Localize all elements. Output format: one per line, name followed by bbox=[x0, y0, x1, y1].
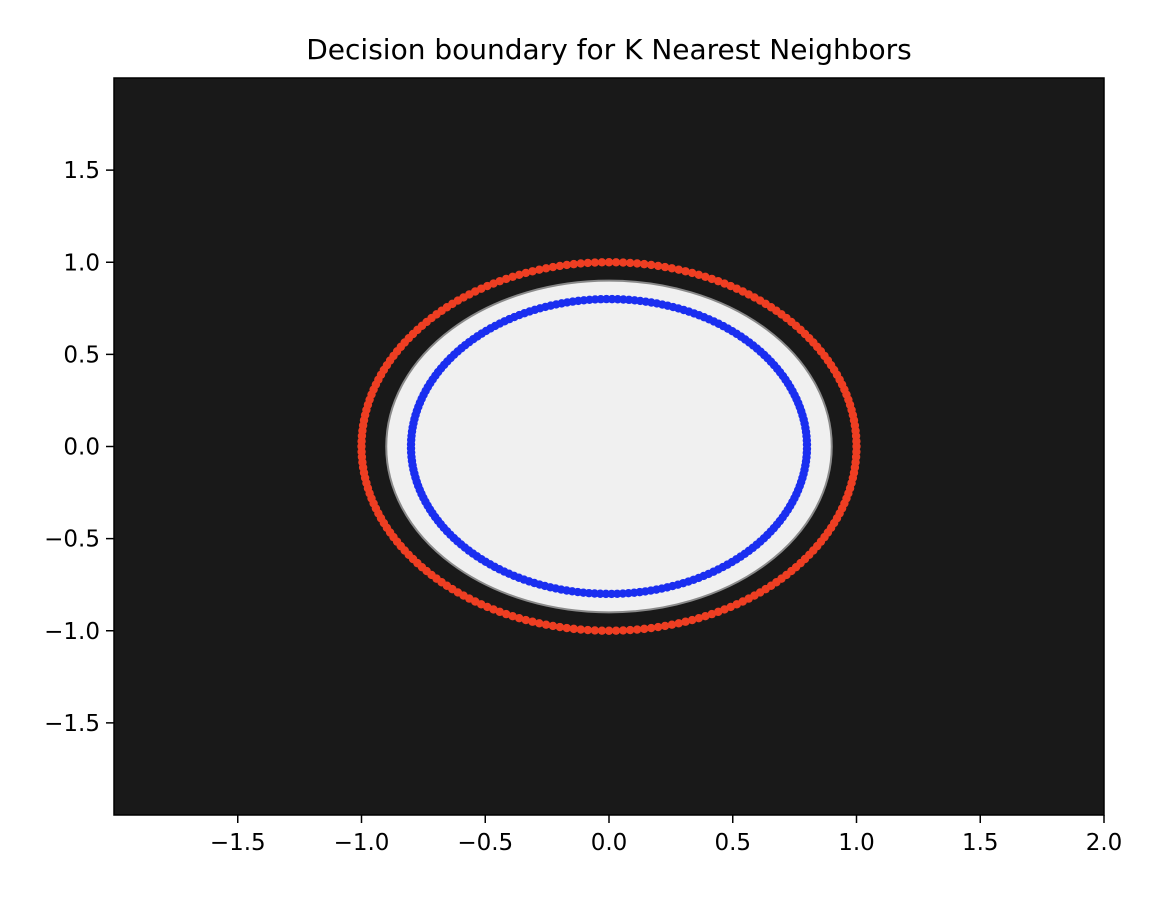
scatter-point bbox=[640, 259, 649, 269]
chart-title: Decision boundary for K Nearest Neighbor… bbox=[306, 33, 911, 66]
x-tick-label: 2.0 bbox=[1086, 830, 1123, 856]
x-tick-label: 0.5 bbox=[714, 830, 751, 856]
scatter-point bbox=[597, 258, 607, 267]
x-tick-label: 0.0 bbox=[591, 830, 628, 856]
x-tick-label: −1.0 bbox=[334, 830, 390, 856]
scatter-point bbox=[660, 262, 670, 272]
x-tick-label: −1.5 bbox=[210, 830, 266, 856]
x-tick-label: 1.0 bbox=[838, 830, 875, 856]
scatter-point bbox=[548, 262, 558, 272]
scatter-point bbox=[515, 613, 524, 623]
scatter-point bbox=[501, 609, 511, 619]
scatter-point bbox=[597, 626, 607, 635]
scatter-point bbox=[611, 626, 621, 635]
scatter-point bbox=[562, 260, 571, 270]
scatter-point bbox=[687, 268, 697, 278]
scatter-point bbox=[576, 259, 585, 268]
scatter-point bbox=[528, 267, 537, 276]
scatter-point bbox=[694, 270, 703, 280]
scatter-point bbox=[714, 276, 723, 286]
scatter-point bbox=[625, 625, 635, 635]
scatter-point bbox=[508, 272, 517, 281]
plot-area bbox=[113, 77, 1105, 816]
scatter-point bbox=[640, 624, 649, 634]
scatter-point bbox=[495, 607, 504, 617]
scatter-point bbox=[590, 258, 600, 267]
y-axis: 1.5 1.0 0.5 0.0 −0.5 −1.0 −1.5 bbox=[44, 158, 114, 737]
scatter-point bbox=[647, 623, 656, 633]
scatter-point bbox=[707, 609, 717, 619]
scatter-point bbox=[576, 625, 585, 634]
y-tick-label: 0.5 bbox=[63, 342, 100, 368]
x-axis: −1.5 −1.0 −0.5 0.0 0.5 1.0 1.5 2.0 bbox=[210, 815, 1122, 856]
y-tick-label: 1.0 bbox=[63, 250, 100, 276]
y-tick-label: 0.0 bbox=[63, 435, 100, 461]
scatter-point bbox=[720, 279, 729, 288]
scatter-point bbox=[667, 620, 677, 629]
scatter-series bbox=[406, 294, 812, 599]
scatter-point bbox=[674, 265, 683, 274]
scatter-point bbox=[528, 617, 537, 626]
scatter-point bbox=[625, 258, 635, 268]
scatter-point bbox=[611, 258, 621, 267]
scatter-point bbox=[633, 259, 642, 268]
scatter-point bbox=[633, 625, 642, 634]
scatter-point bbox=[653, 622, 663, 632]
scatter-point bbox=[590, 626, 600, 635]
scatter-series bbox=[357, 258, 861, 635]
scatter-point bbox=[562, 623, 571, 633]
scatter-point bbox=[501, 274, 511, 284]
scatter-point bbox=[508, 612, 517, 621]
x-tick-label: −0.5 bbox=[457, 830, 513, 856]
scatter-point bbox=[541, 620, 551, 629]
scatter-point bbox=[555, 622, 565, 632]
scatter-point bbox=[541, 264, 551, 273]
scatter-point bbox=[548, 621, 558, 631]
scatter-point bbox=[701, 272, 710, 281]
scatter-point bbox=[618, 258, 628, 267]
scatter-point bbox=[701, 612, 710, 621]
scatter-point bbox=[521, 615, 531, 625]
scatter-point bbox=[852, 447, 861, 456]
scatter-point bbox=[569, 624, 578, 634]
decision-region-inner bbox=[385, 279, 833, 614]
scatter-point bbox=[583, 625, 593, 635]
scatter-point bbox=[618, 626, 628, 635]
scatter-point bbox=[681, 617, 690, 626]
scatter-point bbox=[714, 607, 723, 617]
scatter-point bbox=[647, 260, 656, 270]
scatter-point bbox=[653, 261, 663, 271]
scatter-point bbox=[583, 258, 593, 268]
scatter-point bbox=[569, 259, 578, 269]
scatter-point bbox=[660, 621, 670, 631]
scatter-point bbox=[604, 258, 614, 267]
y-tick-label: −0.5 bbox=[44, 527, 100, 553]
x-tick-label: 1.5 bbox=[962, 830, 999, 856]
scatter-point bbox=[687, 615, 697, 625]
scatter-point bbox=[535, 265, 544, 274]
scatter-point bbox=[707, 274, 717, 284]
scatter-point bbox=[521, 268, 531, 278]
scatter-point bbox=[555, 261, 565, 271]
scatter-point bbox=[489, 605, 498, 614]
scatter-point bbox=[667, 264, 677, 273]
scatter-point bbox=[515, 270, 524, 280]
y-tick-label: −1.5 bbox=[44, 711, 100, 737]
y-tick-label: 1.5 bbox=[63, 158, 100, 184]
scatter-point bbox=[535, 619, 544, 628]
scatter-point bbox=[802, 444, 812, 453]
scatter-point bbox=[674, 619, 683, 628]
scatter-point bbox=[604, 626, 614, 635]
scatter-point bbox=[694, 613, 703, 623]
y-tick-label: −1.0 bbox=[44, 619, 100, 645]
scatter-point bbox=[681, 267, 690, 276]
scatter-point bbox=[495, 276, 504, 286]
